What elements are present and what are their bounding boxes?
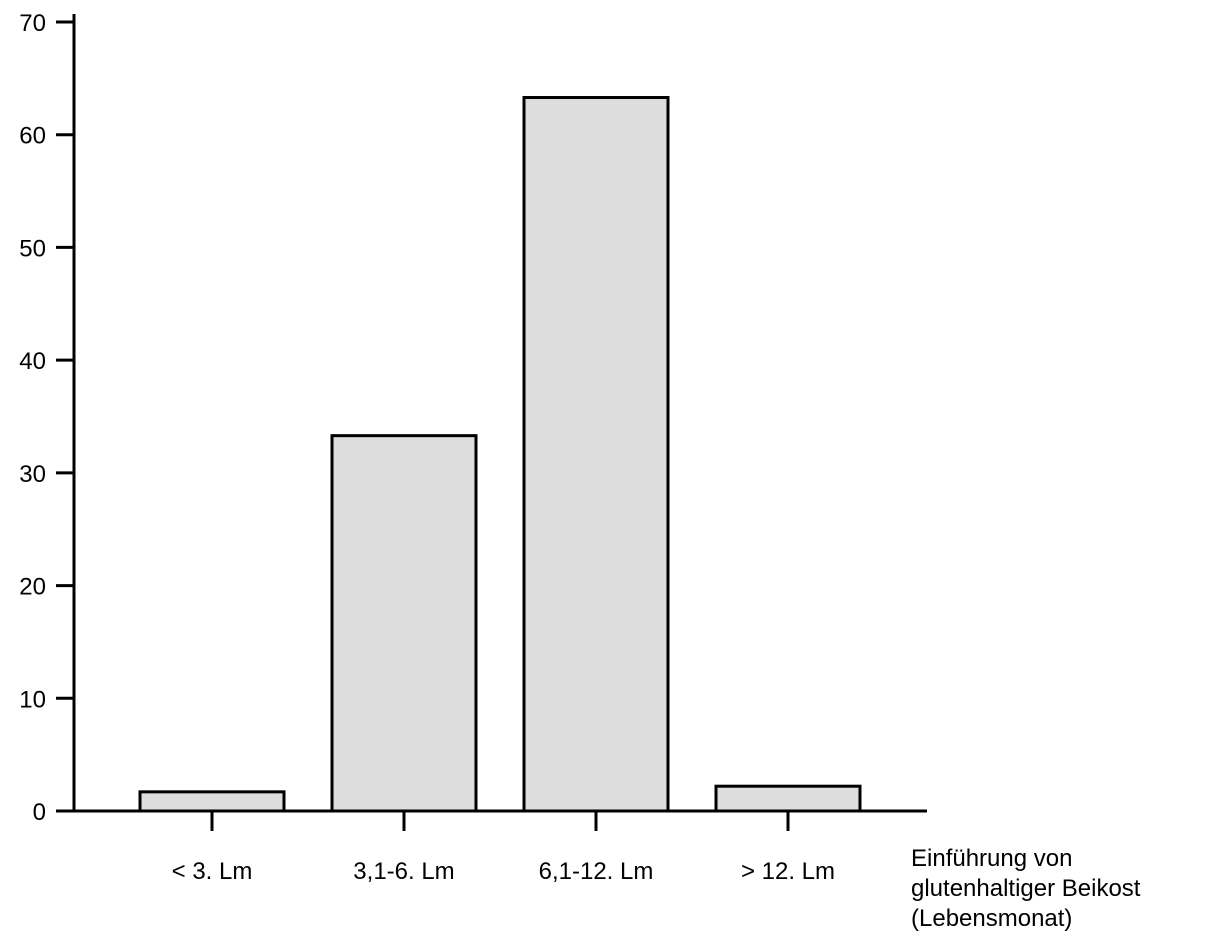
y-tick-label: 50 — [19, 235, 46, 262]
bars-group — [138, 96, 862, 813]
y-tick-label: 20 — [19, 574, 46, 601]
y-tick-label: 40 — [19, 348, 46, 375]
y-tick-label: 10 — [19, 686, 46, 713]
y-tick-label: 60 — [19, 123, 46, 150]
y-tick-label: 30 — [19, 461, 46, 488]
bar — [714, 784, 862, 813]
bar — [138, 790, 286, 813]
x-axis: < 3. Lm 3,1-6. Lm 6,1-12. Lm > 12. Lm — [56, 809, 927, 885]
x-tick-label: < 3. Lm — [172, 858, 253, 885]
bar — [330, 434, 478, 813]
x-axis-title-line-3: (Lebensmonat) — [911, 905, 1072, 932]
bar — [522, 96, 670, 813]
x-tick-label: 3,1-6. Lm — [353, 858, 454, 885]
y-tick-label: 70 — [19, 10, 46, 37]
y-axis: 0 10 20 30 40 50 60 70 — [19, 10, 76, 826]
x-axis-title: Einführung von glutenhaltiger Beikost (L… — [911, 845, 1141, 932]
x-tick-label: 6,1-12. Lm — [539, 858, 654, 885]
x-tick-label: > 12. Lm — [741, 858, 835, 885]
x-axis-title-line-1: Einführung von — [911, 845, 1072, 872]
x-axis-title-line-2: glutenhaltiger Beikost — [911, 875, 1141, 902]
y-tick-label: 0 — [33, 799, 46, 826]
